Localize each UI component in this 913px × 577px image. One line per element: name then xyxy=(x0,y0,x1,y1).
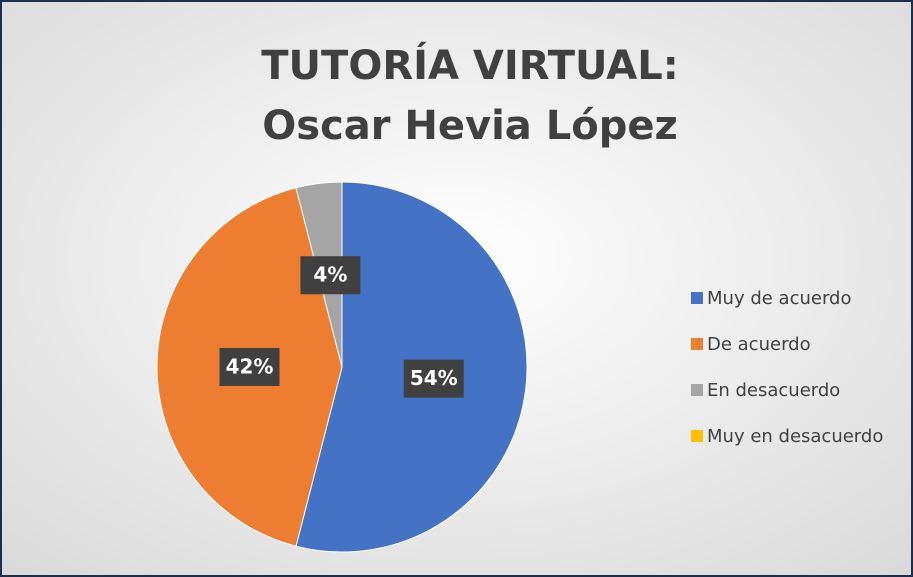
chart-title-line: TUTORÍA VIRTUAL: xyxy=(261,41,678,89)
data-label: 4% xyxy=(313,263,347,287)
legend-label: En desacuerdo xyxy=(707,380,840,401)
legend-label: Muy de acuerdo xyxy=(707,288,851,309)
data-label-box xyxy=(403,359,464,398)
legend-swatch xyxy=(691,430,703,442)
legend-swatch xyxy=(691,338,703,350)
data-label-box xyxy=(300,256,361,295)
chart-title-line: Oscar Hevia López xyxy=(262,103,678,149)
data-label: 54% xyxy=(410,366,458,390)
legend-label: De acuerdo xyxy=(707,334,811,355)
chart-title: TUTORÍA VIRTUAL: Oscar Hevia López xyxy=(261,41,678,149)
legend-swatch xyxy=(691,292,703,304)
data-label: 42% xyxy=(226,355,274,379)
legend-swatch xyxy=(691,384,703,396)
legend-label: Muy en desacuerdo xyxy=(707,426,883,447)
data-label-box xyxy=(219,348,280,386)
